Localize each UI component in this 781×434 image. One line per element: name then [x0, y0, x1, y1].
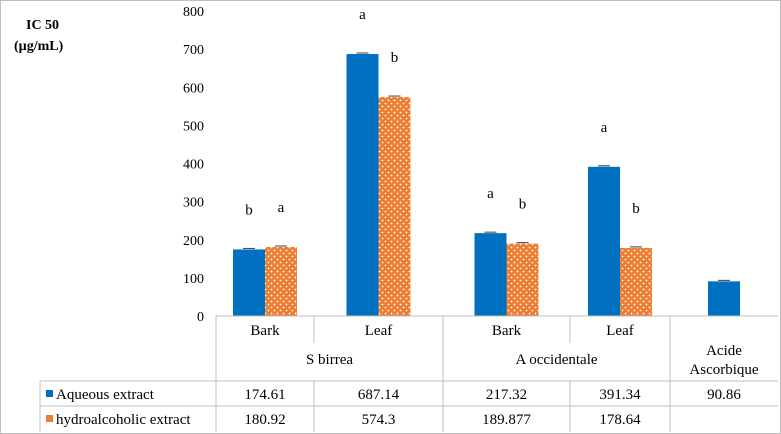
bar-hydroalcoholic — [265, 247, 297, 316]
table-value: 189.877 — [482, 412, 531, 428]
legend-swatch-hydroalcoholic — [46, 415, 53, 422]
group-label: Acide — [706, 343, 742, 359]
significance-letter: b — [245, 202, 253, 218]
table-value: 174.61 — [244, 387, 285, 403]
bar-hydroalcoholic — [378, 97, 411, 316]
category-label: Leaf — [606, 323, 633, 339]
table-value: 217.32 — [486, 387, 527, 403]
bar-hydroalcoholic — [620, 247, 652, 316]
y-tick-label: 200 — [183, 234, 204, 249]
bar-aqueous — [233, 249, 265, 316]
legend-label: Aqueous extract — [56, 387, 155, 403]
legend-label: hydroalcoholic extract — [56, 412, 191, 428]
y-tick-label: 500 — [183, 119, 204, 134]
group-label: S birrea — [306, 352, 353, 368]
bar-aqueous — [474, 233, 507, 316]
table-value: 391.34 — [599, 387, 641, 403]
category-label: Leaf — [365, 323, 392, 339]
bar-aqueous — [346, 54, 379, 317]
category-label: Bark — [250, 323, 280, 339]
significance-letter: a — [359, 7, 366, 23]
y-tick-label: 0 — [197, 310, 204, 325]
significance-letter: a — [601, 120, 608, 136]
significance-letter: b — [391, 50, 399, 66]
group-label: A occidentale — [515, 352, 597, 368]
y-axis-title: IC 50 (µg/mL) — [14, 15, 84, 57]
table-value: 180.92 — [244, 412, 285, 428]
y-tick-label: 800 — [183, 5, 204, 20]
table-value: 574.3 — [362, 412, 396, 428]
y-axis-title-line2: (µg/mL) — [14, 39, 64, 54]
y-axis-title-line1: IC 50 — [26, 18, 60, 33]
y-tick-label: 400 — [183, 158, 204, 173]
bar-hydroalcoholic — [506, 243, 539, 316]
group-label: Ascorbique — [689, 362, 758, 378]
significance-letter: b — [632, 201, 640, 217]
significance-letter: a — [278, 200, 285, 216]
y-tick-label: 600 — [183, 81, 204, 96]
table-value: 687.14 — [358, 387, 400, 403]
legend-swatch-aqueous — [46, 390, 53, 397]
table-value: 178.64 — [599, 412, 641, 428]
table-value: 90.86 — [707, 387, 741, 403]
bar-aqueous — [588, 166, 620, 316]
bar-aqueous — [708, 281, 740, 316]
significance-letter: b — [519, 197, 527, 213]
significance-letter: a — [487, 186, 494, 202]
y-tick-label: 700 — [183, 43, 204, 58]
y-tick-label: 100 — [183, 272, 204, 287]
category-label: Bark — [492, 323, 522, 339]
y-tick-label: 300 — [183, 196, 204, 211]
